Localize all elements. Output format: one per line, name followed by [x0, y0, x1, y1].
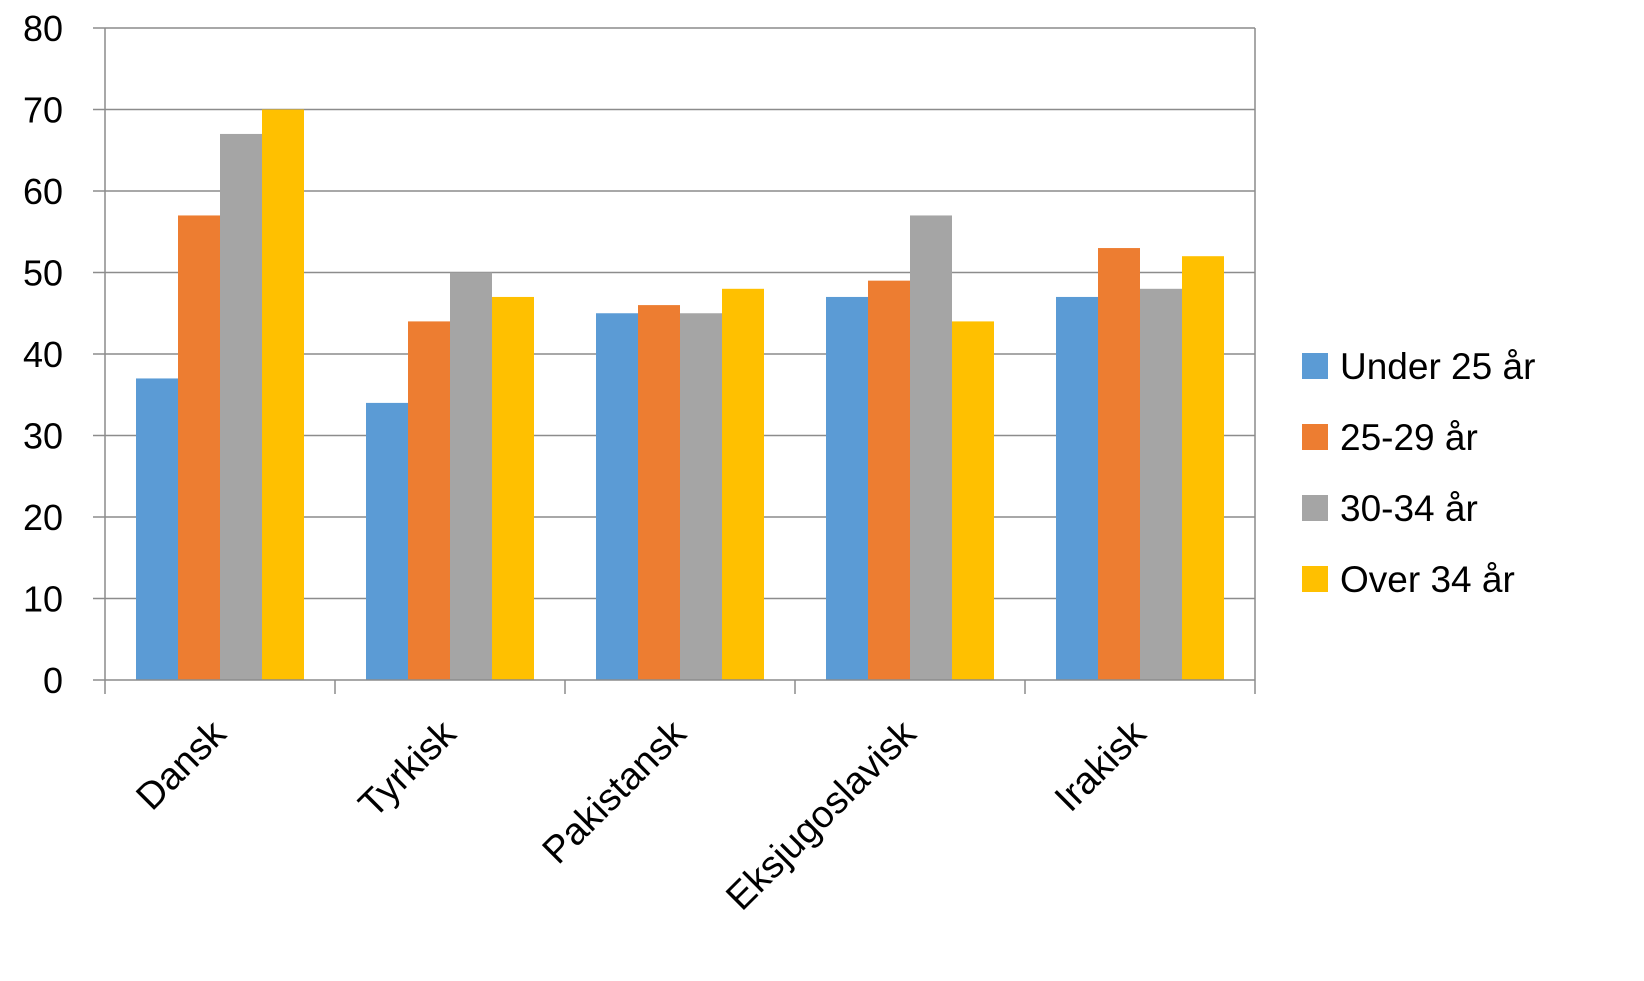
x-tick-labels: Dansk Tyrkisk Pakistansk Eksjugoslavisk Irak…	[128, 712, 1155, 919]
x-tick-label: Dansk	[128, 712, 235, 819]
bar-irakisk-series-1	[1056, 296, 1098, 680]
x-tick-label: Tyrkisk	[351, 712, 465, 826]
x-tick-label: Pakistansk	[535, 712, 695, 872]
bar-eksjugoslavisk-series-2	[868, 280, 910, 680]
y-tick-label: 40	[23, 334, 63, 375]
y-tick-label: 50	[23, 253, 63, 294]
legend-label: 30-34 år	[1340, 488, 1478, 529]
y-tick-label: 10	[23, 579, 63, 620]
bar-pakistansk-series-1	[596, 313, 638, 680]
y-tick-labels: 0 10 20 30 40 50 60 70 80	[23, 8, 63, 701]
y-tick-label: 70	[23, 90, 63, 131]
x-tick-label: Eksjugoslavisk	[718, 712, 925, 919]
legend-swatch	[1302, 353, 1328, 379]
y-tick-label: 0	[43, 660, 63, 701]
legend-label: 25-29 år	[1340, 417, 1478, 458]
legend-swatch	[1302, 424, 1328, 450]
bar-dansk-series-4	[262, 109, 304, 680]
bar-eksjugoslavisk-series-1	[826, 296, 868, 680]
bar-pakistansk-series-3	[680, 313, 722, 680]
bar-irakisk-series-4	[1182, 256, 1224, 680]
bar-eksjugoslavisk-series-3	[910, 215, 952, 680]
y-tick-label: 80	[23, 8, 63, 49]
bar-irakisk-series-2	[1098, 248, 1140, 681]
bar-eksjugoslavisk-series-4	[952, 321, 994, 680]
bar-tyrkisk-series-2	[408, 321, 450, 680]
bar-pakistansk-series-2	[638, 305, 680, 680]
y-tick-label: 30	[23, 416, 63, 457]
bar-tyrkisk-series-3	[450, 272, 492, 680]
bar-dansk-series-2	[178, 215, 220, 680]
legend-swatch	[1302, 495, 1328, 521]
bar-tyrkisk-series-1	[366, 402, 408, 680]
legend-label: Under 25 år	[1340, 346, 1535, 387]
bar-dansk-series-3	[220, 133, 262, 680]
bar-tyrkisk-series-4	[492, 296, 534, 680]
bars	[136, 109, 1224, 681]
bar-irakisk-series-3	[1140, 288, 1182, 680]
bar-pakistansk-series-4	[722, 288, 764, 680]
legend-label: Over 34 år	[1340, 559, 1515, 600]
legend-swatch	[1302, 566, 1328, 592]
y-tick-label: 20	[23, 497, 63, 538]
x-tick-label: Irakisk	[1047, 712, 1155, 820]
y-tick-label: 60	[23, 171, 63, 212]
legend: Under 25 år 25-29 år 30-34 år Over 34 år	[1302, 346, 1535, 600]
bar-dansk-series-1	[136, 378, 178, 680]
axes	[93, 27, 1256, 694]
